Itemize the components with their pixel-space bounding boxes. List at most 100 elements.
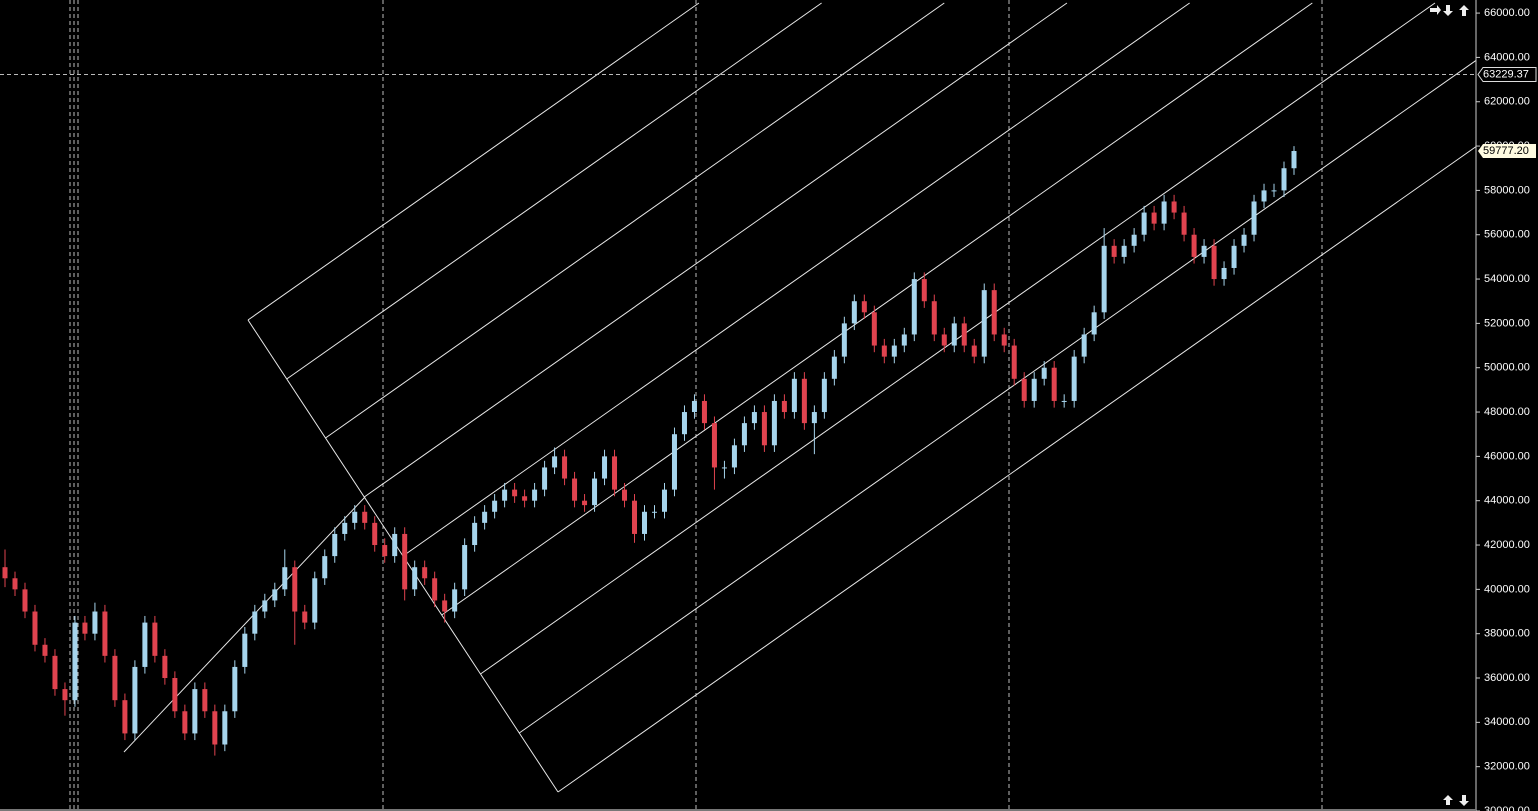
y-tick-label: 50000.00 (1484, 362, 1530, 374)
candle-body (1101, 245, 1107, 313)
candle-body (1061, 400, 1067, 402)
candle-body (312, 578, 318, 623)
candle-body (502, 489, 508, 501)
last-price-box (1478, 144, 1536, 159)
channel-line (518, 59, 1477, 734)
candle-body (881, 345, 887, 357)
candle-body (1221, 267, 1227, 280)
candle-body (901, 334, 907, 346)
scroll-icons[interactable] (1430, 5, 1469, 806)
candle-body (951, 323, 957, 346)
channel-line (247, 2, 700, 321)
candle-body (262, 600, 268, 612)
candle-body (292, 567, 298, 612)
candle-body (1171, 201, 1177, 213)
candle-body (252, 611, 258, 634)
candle-body (492, 500, 498, 512)
y-tick-label: 58000.00 (1484, 184, 1530, 196)
candle-body (542, 467, 548, 490)
channel-line (325, 2, 945, 439)
candle-body (32, 611, 38, 645)
candle-body (651, 511, 657, 513)
candle-body (1021, 378, 1027, 401)
candle-body (821, 378, 827, 413)
candle-body (721, 467, 727, 469)
candle-body (1081, 334, 1087, 357)
y-tick-label: 48000.00 (1484, 406, 1530, 418)
crosshair-label-box (1477, 66, 1537, 82)
candle-body (152, 622, 158, 656)
candle-body (532, 489, 538, 501)
candle-body (472, 522, 478, 546)
y-tick-label: 40000.00 (1484, 583, 1530, 595)
candle-body (192, 689, 198, 734)
candle-body (1291, 151, 1297, 169)
candle-body (522, 496, 528, 501)
y-tick-label: 52000.00 (1484, 317, 1530, 329)
candle-body (612, 456, 618, 490)
y-tick-label: 38000.00 (1484, 628, 1530, 640)
candle-body (182, 711, 188, 734)
candle-body (72, 622, 78, 701)
candle-body (12, 578, 18, 590)
candle-body (272, 589, 278, 601)
candle-body (362, 511, 368, 523)
candle-body (831, 356, 837, 379)
y-tick-label: 42000.00 (1484, 539, 1530, 551)
candle-body (382, 545, 388, 557)
candle-body (622, 489, 628, 501)
candle-body (841, 323, 847, 357)
candle-body (871, 312, 877, 346)
candle-body (1271, 190, 1277, 192)
candle-body (592, 478, 598, 506)
y-tick-label: 44000.00 (1484, 495, 1530, 507)
candle-body (572, 478, 578, 501)
candle-body (1231, 245, 1237, 268)
y-tick-label: 36000.00 (1484, 672, 1530, 684)
candle-body (432, 578, 438, 601)
candle-body (791, 378, 797, 413)
candle-body (632, 500, 638, 534)
candle-body (1261, 190, 1267, 202)
candle-body (452, 589, 458, 612)
candle-body (861, 301, 867, 313)
candle-body (1151, 212, 1157, 224)
candle-body (392, 533, 398, 557)
candle-body (562, 456, 568, 479)
candle-body (42, 644, 48, 656)
candle-body (232, 666, 238, 712)
candle-body (731, 445, 737, 468)
candle-body (851, 301, 857, 324)
candle-body (1211, 245, 1217, 280)
candle-body (462, 545, 468, 590)
bottom-border (0, 809, 1476, 811)
y-tick-label: 56000.00 (1484, 229, 1530, 241)
candle-body (1041, 367, 1047, 379)
candle-body (671, 434, 677, 490)
candle-body (961, 323, 967, 346)
candle-body (322, 556, 328, 579)
candle-body (741, 423, 747, 446)
candle-body (352, 511, 358, 523)
channel-line (441, 2, 1313, 616)
y-tick-label: 46000.00 (1484, 450, 1530, 462)
y-tick-label: 62000.00 (1484, 96, 1530, 108)
candle-body (582, 500, 588, 506)
last-price-label: 59777.20 (1483, 145, 1529, 157)
candle-body (402, 533, 408, 590)
plot-area (2, 146, 1297, 756)
candle-body (142, 622, 148, 667)
candle-body (1031, 378, 1037, 401)
crosshair-label: 63229.37 (1483, 68, 1529, 80)
channel-line (557, 146, 1477, 793)
candle-body (102, 611, 108, 656)
candle-body (1201, 245, 1207, 257)
y-tick-label: 66000.00 (1484, 7, 1530, 19)
candle-body (482, 511, 488, 523)
candle-body (82, 622, 88, 634)
candle-body (1191, 234, 1197, 257)
candle-body (801, 378, 807, 424)
candle-body (1091, 312, 1097, 335)
candle-body (1071, 356, 1077, 401)
channel-line (286, 2, 822, 380)
